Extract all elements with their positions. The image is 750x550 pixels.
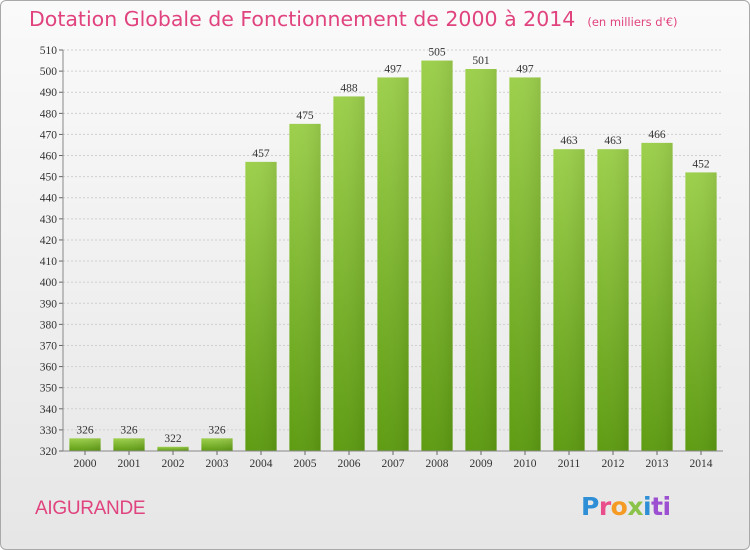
bar-shade-2003 xyxy=(201,438,233,451)
x-tick-label-2014: 2014 xyxy=(690,458,713,470)
y-tick-label: 330 xyxy=(40,425,58,437)
y-tick-label: 340 xyxy=(40,404,58,416)
data-label-2011: 463 xyxy=(560,135,578,147)
data-label-2000: 326 xyxy=(76,424,94,436)
y-tick-label: 390 xyxy=(40,298,58,310)
data-label-2006: 488 xyxy=(340,82,358,94)
bar-shade-2004 xyxy=(245,161,277,451)
bar-shade-2011 xyxy=(553,149,585,451)
bar-shade-2002 xyxy=(157,446,189,451)
data-label-2004: 457 xyxy=(252,148,270,160)
y-tick-label: 450 xyxy=(40,172,58,184)
bar-shade-2008 xyxy=(421,60,453,451)
data-label-2012: 463 xyxy=(604,135,622,147)
bar-shade-2001 xyxy=(113,438,145,451)
y-tick-label: 400 xyxy=(40,277,58,289)
bar-shade-2012 xyxy=(597,149,629,451)
x-tick-label-2013: 2013 xyxy=(646,458,669,470)
chart-title: Dotation Globale de Fonctionnement de 20… xyxy=(29,7,678,31)
y-tick-label: 410 xyxy=(40,256,58,268)
y-tick-label: 470 xyxy=(40,129,58,141)
y-tick-label: 430 xyxy=(40,214,58,226)
bar-shade-2000 xyxy=(69,438,101,451)
data-label-2008: 505 xyxy=(428,47,446,59)
y-tick-label: 460 xyxy=(40,151,58,163)
data-label-2002: 322 xyxy=(164,433,182,445)
y-tick-label: 360 xyxy=(40,362,58,374)
y-tick-label: 440 xyxy=(40,193,58,205)
bar-shade-2005 xyxy=(289,123,321,452)
x-tick-label-2003: 2003 xyxy=(206,458,229,470)
data-label-2007: 497 xyxy=(384,63,402,75)
x-tick-label-2006: 2006 xyxy=(338,458,361,470)
y-tick-label: 350 xyxy=(40,383,58,395)
town-name: AIGURANDE xyxy=(35,498,146,519)
bar-shade-2009 xyxy=(465,68,497,451)
y-tick-label: 320 xyxy=(40,446,58,458)
bar-shade-2010 xyxy=(509,77,541,452)
x-tick-label-2012: 2012 xyxy=(602,458,625,470)
x-tick-label-2004: 2004 xyxy=(250,458,273,470)
data-label-2003: 326 xyxy=(208,424,226,436)
data-label-2001: 326 xyxy=(120,424,138,436)
x-tick-label-2002: 2002 xyxy=(162,458,185,470)
x-tick-label-2010: 2010 xyxy=(514,458,537,470)
chart-subtitle: (en milliers d'€) xyxy=(587,15,678,29)
x-tick-label-2008: 2008 xyxy=(426,458,449,470)
x-tick-label-2000: 2000 xyxy=(74,458,97,470)
bar-shade-2013 xyxy=(641,142,673,451)
data-label-2009: 501 xyxy=(472,55,490,67)
y-tick-label: 510 xyxy=(40,45,58,57)
x-tick-label-2009: 2009 xyxy=(470,458,493,470)
x-tick-label-2005: 2005 xyxy=(294,458,317,470)
data-label-2005: 475 xyxy=(296,110,314,122)
x-tick-label-2001: 2001 xyxy=(118,458,141,470)
x-tick-label-2011: 2011 xyxy=(558,458,581,470)
y-tick-label: 380 xyxy=(40,319,58,331)
x-tick-label-2007: 2007 xyxy=(382,458,405,470)
bar-shade-2006 xyxy=(333,96,365,451)
proxiti-logo: Proxiti xyxy=(581,492,671,521)
y-tick-label: 500 xyxy=(40,66,58,78)
bar-shade-2014 xyxy=(685,172,717,451)
y-tick-label: 480 xyxy=(40,108,58,120)
bar-shade-2007 xyxy=(377,77,409,452)
y-tick-label: 490 xyxy=(40,87,58,99)
y-tick-label: 420 xyxy=(40,235,58,247)
data-label-2014: 452 xyxy=(692,158,710,170)
data-label-2010: 497 xyxy=(516,63,534,75)
y-tick-label: 370 xyxy=(40,340,58,352)
data-label-2013: 466 xyxy=(648,129,666,141)
